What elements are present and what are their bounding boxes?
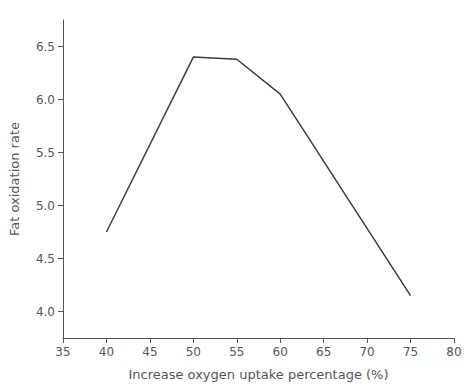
- svg-text:6.0: 6.0: [36, 93, 55, 107]
- svg-text:50: 50: [186, 345, 201, 359]
- svg-text:4.5: 4.5: [36, 252, 55, 266]
- svg-text:60: 60: [273, 345, 288, 359]
- svg-text:70: 70: [359, 345, 374, 359]
- svg-text:55: 55: [229, 345, 244, 359]
- svg-text:5.0: 5.0: [36, 199, 55, 213]
- svg-text:65: 65: [316, 345, 331, 359]
- svg-text:5.5: 5.5: [36, 146, 55, 160]
- svg-text:80: 80: [446, 345, 461, 359]
- svg-text:6.5: 6.5: [36, 40, 55, 54]
- svg-text:75: 75: [403, 345, 418, 359]
- svg-text:40: 40: [99, 345, 114, 359]
- svg-text:45: 45: [142, 345, 157, 359]
- svg-text:Fat oxidation rate: Fat oxidation rate: [7, 122, 22, 236]
- svg-text:35: 35: [55, 345, 70, 359]
- svg-text:Increase oxygen uptake percent: Increase oxygen uptake percentage (%): [128, 367, 388, 382]
- svg-text:4.0: 4.0: [36, 305, 55, 319]
